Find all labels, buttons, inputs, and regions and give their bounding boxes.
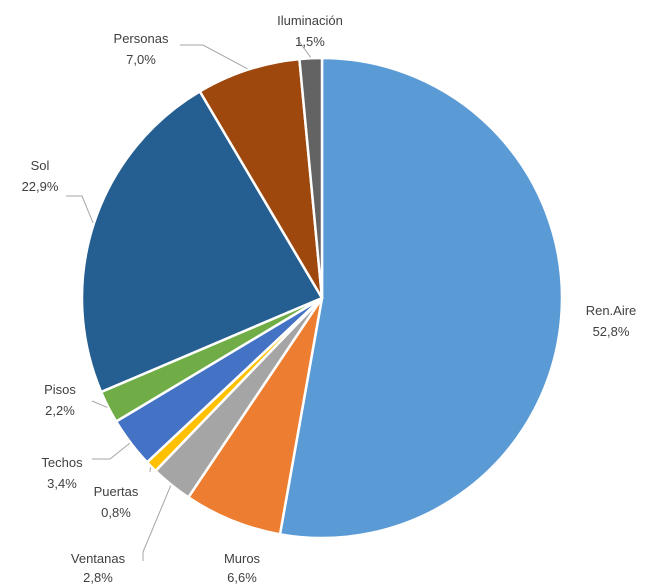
label-value-personas: 7,0% [126,52,156,67]
leader-line-ventanas [142,485,172,561]
label-value-techos: 3,4% [47,476,77,491]
leader-lines [66,39,312,561]
label-value-pisos: 2,2% [45,403,75,418]
data-labels: Ren.Aire 52,8% Muros 6,6% Ventanas 2,8% … [22,13,637,584]
label-name-sol: Sol [31,158,50,173]
label-name-personas: Personas [114,31,169,46]
label-name-techos: Techos [41,455,83,470]
label-value-sol: 22,9% [22,179,59,194]
label-value-iluminacion: 1,5% [295,34,325,49]
pie-slices [80,56,564,540]
leader-line-sol [66,195,94,223]
leader-line-techos [92,442,131,460]
label-value-puertas: 0,8% [101,505,131,520]
slice-iluminacion [298,56,324,299]
label-value-ventanas: 2,8% [83,570,113,584]
label-name-ren-aire: Ren.Aire [586,303,637,318]
label-name-puertas: Puertas [94,484,139,499]
leader-line-personas [180,44,248,70]
label-name-pisos: Pisos [44,382,76,397]
slice-personas [198,57,324,299]
leader-line-pisos [91,400,108,408]
label-name-muros: Muros [224,551,261,566]
leader-line-iluminacion [297,39,312,58]
label-value-muros: 6,6% [227,570,257,584]
leader-line-puertas [149,467,151,473]
slice-sol [80,89,324,394]
label-name-ventanas: Ventanas [71,551,126,566]
slice-ren-aire [278,56,564,540]
label-name-iluminacion: Iluminación [277,13,343,28]
label-value-ren-aire: 52,8% [593,324,630,339]
